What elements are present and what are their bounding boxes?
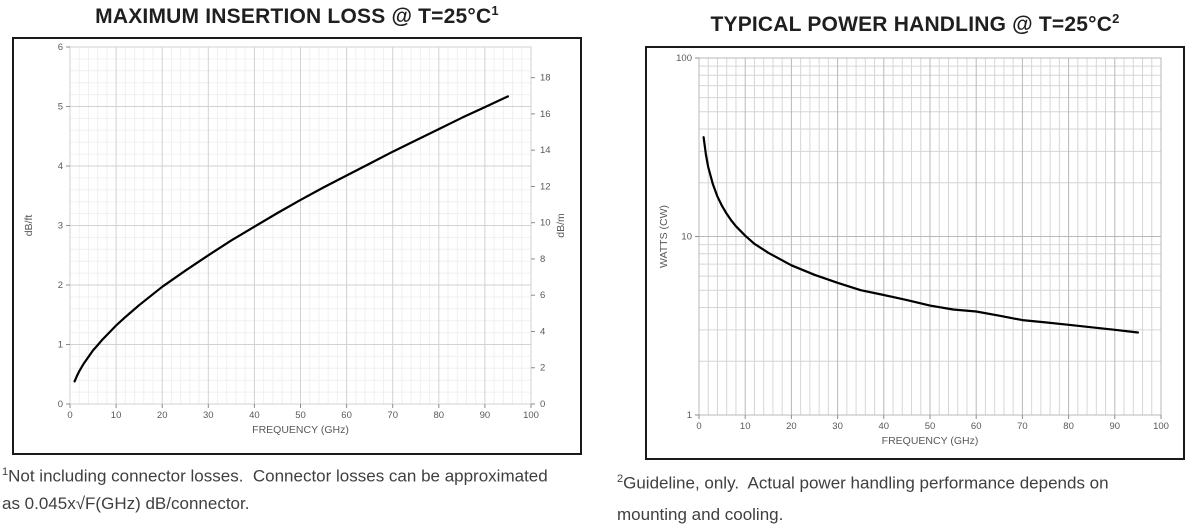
power-handling-title-superscript: 2 <box>1112 11 1120 26</box>
svg-text:WATTS (CW): WATTS (CW) <box>658 205 670 268</box>
svg-text:80: 80 <box>434 410 445 421</box>
svg-text:20: 20 <box>786 421 797 432</box>
axis-ticks <box>695 57 1162 419</box>
svg-text:30: 30 <box>832 421 843 432</box>
svg-text:0: 0 <box>540 399 545 410</box>
footnote-2-text: Guideline, only. Actual power handling p… <box>617 473 1109 524</box>
data-curve <box>73 95 509 383</box>
svg-text:0: 0 <box>696 421 701 432</box>
insertion-loss-title: MAXIMUM INSERTION LOSS @ T=25°C1 <box>12 3 582 29</box>
svg-text:10: 10 <box>740 421 751 432</box>
svg-text:FREQUENCY (GHz): FREQUENCY (GHz) <box>882 435 979 447</box>
svg-text:14: 14 <box>540 145 551 156</box>
footnote-2-marker: 2 <box>617 473 624 485</box>
svg-text:4: 4 <box>58 161 63 172</box>
svg-text:60: 60 <box>341 410 352 421</box>
svg-text:10: 10 <box>681 232 692 243</box>
svg-text:12: 12 <box>540 181 551 192</box>
insertion-loss-title-superscript: 1 <box>491 3 499 18</box>
svg-text:18: 18 <box>540 73 551 84</box>
svg-text:100: 100 <box>1153 421 1169 432</box>
svg-text:2: 2 <box>58 280 63 291</box>
footnote-1-marker: 1 <box>2 466 9 478</box>
power-handling-footnote: 2Guideline, only. Actual power handling … <box>617 464 1197 529</box>
axis-labels: 0 10 20 30 40 50 60 70 80 90 100012345602468101214… <box>23 42 567 436</box>
svg-text:100: 100 <box>523 410 539 421</box>
svg-text:90: 90 <box>480 410 491 421</box>
svg-text:30: 30 <box>203 410 214 421</box>
insertion-loss-footnote: 1Not including connector losses. Connect… <box>2 459 596 517</box>
svg-text:70: 70 <box>387 410 398 421</box>
svg-text:FREQUENCY (GHz): FREQUENCY (GHz) <box>252 424 349 436</box>
svg-text:10: 10 <box>111 410 122 421</box>
svg-text:2: 2 <box>540 363 545 374</box>
svg-text:dB/m: dB/m <box>555 213 567 238</box>
svg-text:80: 80 <box>1063 421 1074 432</box>
svg-text:3: 3 <box>58 221 63 232</box>
svg-text:1: 1 <box>58 340 63 351</box>
svg-text:40: 40 <box>249 410 260 421</box>
svg-text:10: 10 <box>540 218 551 229</box>
svg-text:90: 90 <box>1110 421 1121 432</box>
svg-text:4: 4 <box>540 326 545 337</box>
data-curve <box>702 136 1139 334</box>
svg-text:60: 60 <box>971 421 982 432</box>
svg-text:16: 16 <box>540 109 551 120</box>
svg-text:5: 5 <box>58 102 63 113</box>
svg-text:50: 50 <box>295 410 306 421</box>
svg-text:20: 20 <box>157 410 168 421</box>
insertion-loss-title-text: MAXIMUM INSERTION LOSS @ T=25°C <box>95 5 492 28</box>
insertion-loss-chart: 0 10 20 30 40 50 60 70 80 90 100 0 1 2 3 4 5 6 0 2 4 6 8 10 12 14… <box>12 37 582 455</box>
major-gridlines <box>69 46 532 405</box>
svg-text:0: 0 <box>58 399 63 410</box>
svg-text:6: 6 <box>540 290 545 301</box>
svg-text:8: 8 <box>540 254 545 265</box>
power-handling-title: TYPICAL POWER HANDLING @ T=25°C2 <box>645 11 1185 37</box>
power-handling-title-text: TYPICAL POWER HANDLING @ T=25°C <box>710 13 1113 36</box>
svg-text:100: 100 <box>676 53 692 64</box>
footnote-1-text: Not including connector losses. Connecto… <box>2 466 548 513</box>
svg-text:dB/ft: dB/ft <box>23 215 35 237</box>
axis-ticks <box>66 46 535 408</box>
svg-text:1: 1 <box>687 410 692 421</box>
svg-text:50: 50 <box>925 421 936 432</box>
power-handling-chart: 0 10 20 30 40 50 60 70 80 90 100 1 10 100 FREQUENCY (G… <box>645 46 1185 460</box>
svg-text:0: 0 <box>67 410 72 421</box>
svg-text:6: 6 <box>58 42 63 53</box>
svg-text:70: 70 <box>1017 421 1028 432</box>
svg-text:40: 40 <box>879 421 890 432</box>
insertion-loss-plot: 0 10 20 30 40 50 60 70 80 90 100012345602468101214… <box>23 42 567 436</box>
